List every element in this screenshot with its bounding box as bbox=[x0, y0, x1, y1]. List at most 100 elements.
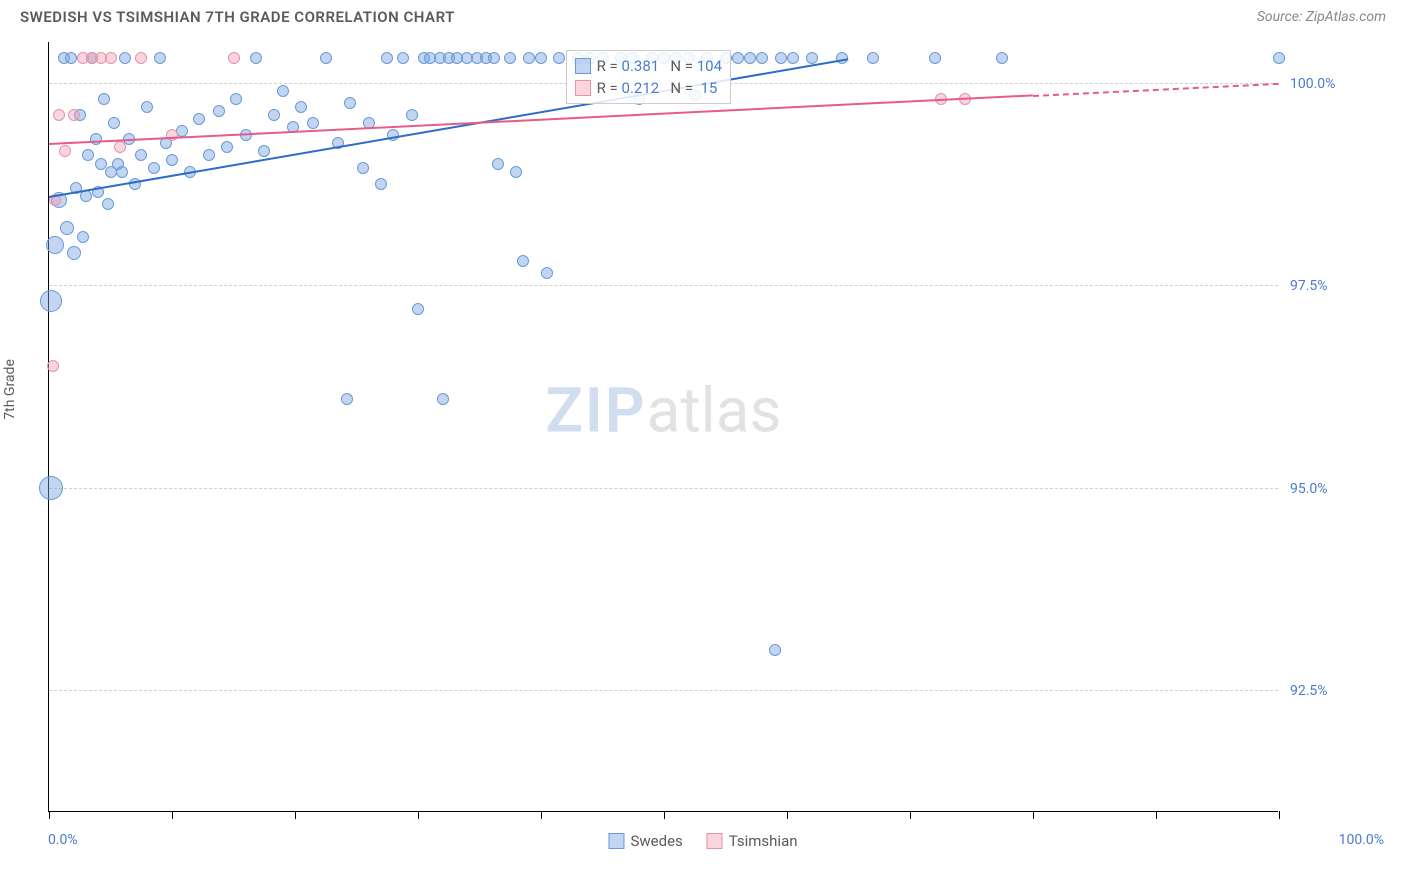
data-point bbox=[553, 52, 565, 64]
stats-box: R = 0.381 N = 104 R = 0.212 N = 15 bbox=[566, 50, 731, 104]
data-point bbox=[929, 52, 941, 64]
data-point bbox=[230, 93, 242, 105]
data-point bbox=[277, 85, 289, 97]
data-point bbox=[775, 52, 787, 64]
legend-item: Tsimshian bbox=[707, 832, 798, 850]
legend: Swedes Tsimshian bbox=[608, 832, 797, 850]
data-point bbox=[148, 162, 160, 174]
data-point bbox=[47, 360, 59, 372]
data-point bbox=[268, 109, 280, 121]
data-point bbox=[213, 105, 225, 117]
data-point bbox=[357, 162, 369, 174]
legend-label: Tsimshian bbox=[729, 832, 798, 850]
y-tick-label: 95.0% bbox=[1290, 481, 1370, 497]
data-point bbox=[135, 149, 147, 161]
stats-swatch bbox=[575, 58, 591, 74]
data-point bbox=[307, 117, 319, 129]
data-point bbox=[154, 52, 166, 64]
stats-text: R = 0.381 N = 104 bbox=[597, 57, 722, 75]
data-point bbox=[258, 145, 270, 157]
data-point bbox=[406, 109, 418, 121]
gridline: 92.5% bbox=[49, 690, 1278, 691]
data-point bbox=[341, 393, 353, 405]
data-point bbox=[46, 236, 64, 254]
x-tick bbox=[910, 811, 911, 819]
data-point bbox=[523, 52, 535, 64]
data-point bbox=[756, 52, 768, 64]
data-point bbox=[295, 101, 307, 113]
data-point bbox=[105, 52, 117, 64]
data-point bbox=[769, 644, 781, 656]
data-point bbox=[787, 52, 799, 64]
data-point bbox=[166, 154, 178, 166]
gridline: 97.5% bbox=[49, 285, 1278, 286]
legend-label: Swedes bbox=[630, 832, 682, 850]
x-tick bbox=[1156, 811, 1157, 819]
x-tick bbox=[49, 811, 50, 819]
data-point bbox=[510, 166, 522, 178]
data-point bbox=[119, 52, 131, 64]
x-tick-label-max: 100.0% bbox=[1339, 832, 1384, 848]
data-point bbox=[344, 97, 356, 109]
legend-swatch bbox=[707, 833, 723, 849]
data-point bbox=[193, 113, 205, 125]
data-point bbox=[504, 52, 516, 64]
data-point bbox=[114, 141, 126, 153]
y-axis-label: 7th Grade bbox=[2, 359, 18, 420]
stats-row: R = 0.212 N = 15 bbox=[575, 77, 722, 99]
data-point bbox=[732, 52, 744, 64]
data-point bbox=[492, 158, 504, 170]
x-tick bbox=[295, 811, 296, 819]
data-point bbox=[98, 93, 110, 105]
data-point bbox=[135, 52, 147, 64]
data-point bbox=[60, 221, 74, 235]
y-tick-label: 97.5% bbox=[1290, 278, 1370, 294]
trend-line bbox=[1033, 83, 1279, 97]
x-tick bbox=[172, 811, 173, 819]
chart-header: SWEDISH VS TSIMSHIAN 7TH GRADE CORRELATI… bbox=[0, 0, 1406, 32]
data-point bbox=[867, 52, 879, 64]
x-tick bbox=[1279, 811, 1280, 819]
data-point bbox=[65, 52, 77, 64]
data-point bbox=[53, 109, 65, 121]
data-point bbox=[228, 52, 240, 64]
stats-row: R = 0.381 N = 104 bbox=[575, 55, 722, 77]
data-point bbox=[1273, 52, 1285, 64]
chart-source: Source: ZipAtlas.com bbox=[1257, 9, 1386, 25]
data-point bbox=[437, 393, 449, 405]
data-point bbox=[541, 267, 553, 279]
data-point bbox=[397, 52, 409, 64]
data-point bbox=[90, 133, 102, 145]
data-point bbox=[375, 178, 387, 190]
x-tick bbox=[1033, 811, 1034, 819]
data-point bbox=[82, 149, 94, 161]
x-tick bbox=[664, 811, 665, 819]
stats-swatch bbox=[575, 80, 591, 96]
y-tick-label: 92.5% bbox=[1290, 683, 1370, 699]
data-point bbox=[320, 52, 332, 64]
gridline: 95.0% bbox=[49, 488, 1278, 489]
x-tick-label-min: 0.0% bbox=[48, 832, 78, 848]
data-point bbox=[116, 166, 128, 178]
data-point bbox=[996, 52, 1008, 64]
data-point bbox=[488, 52, 500, 64]
data-point bbox=[203, 149, 215, 161]
data-point bbox=[381, 52, 393, 64]
data-point bbox=[166, 129, 178, 141]
data-point bbox=[221, 141, 233, 153]
watermark: ZIPatlas bbox=[546, 375, 782, 448]
data-point bbox=[250, 52, 262, 64]
data-point bbox=[39, 476, 63, 500]
legend-swatch bbox=[608, 833, 624, 849]
data-point bbox=[141, 101, 153, 113]
y-tick-label: 100.0% bbox=[1290, 76, 1370, 92]
x-tick bbox=[787, 811, 788, 819]
data-point bbox=[40, 290, 62, 312]
x-tick bbox=[418, 811, 419, 819]
data-point bbox=[806, 52, 818, 64]
data-point bbox=[59, 145, 71, 157]
data-point bbox=[102, 198, 114, 210]
data-point bbox=[412, 303, 424, 315]
data-point bbox=[517, 255, 529, 267]
data-point bbox=[68, 109, 80, 121]
